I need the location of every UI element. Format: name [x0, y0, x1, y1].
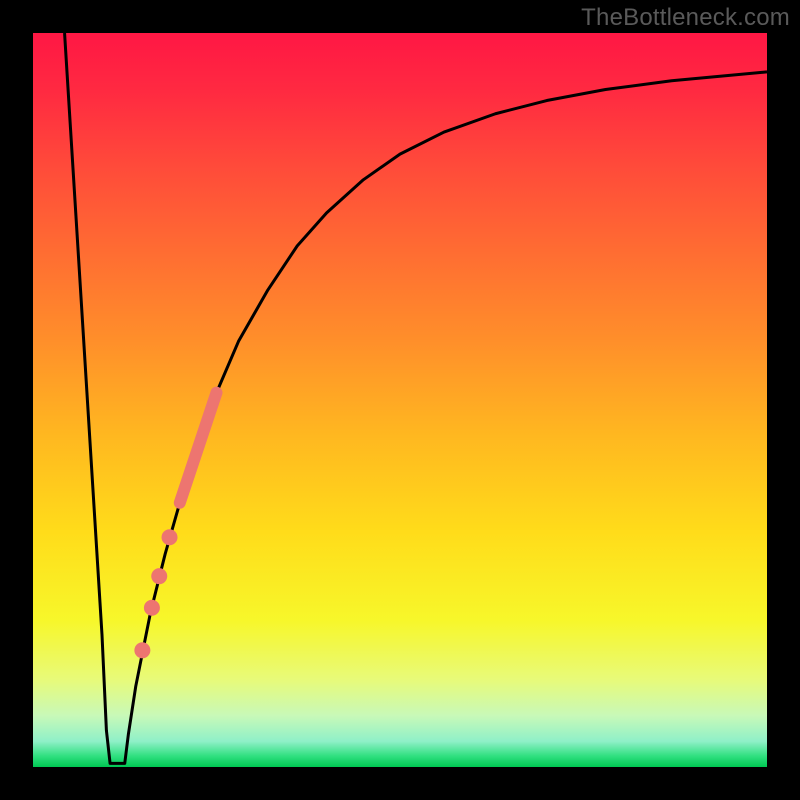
bottleneck-chart	[0, 0, 800, 800]
data-marker	[151, 568, 167, 584]
chart-container: TheBottleneck.com	[0, 0, 800, 800]
data-marker	[144, 600, 160, 616]
watermark-text: TheBottleneck.com	[581, 4, 790, 32]
data-marker	[134, 642, 150, 658]
data-marker	[162, 529, 178, 545]
